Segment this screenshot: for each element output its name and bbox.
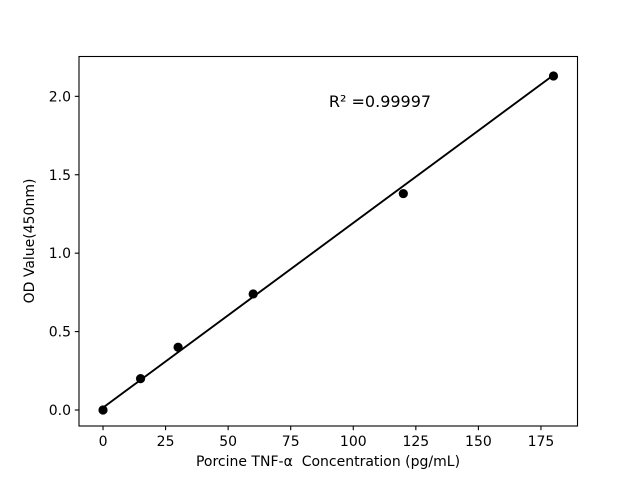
y-tick-label: 1.5 — [49, 168, 71, 184]
x-tick-label: 0 — [99, 434, 108, 450]
x-axis-label: Porcine TNF-α Concentration (pg/mL) — [196, 454, 460, 470]
x-tick-label: 25 — [157, 434, 175, 450]
x-tick-label: 50 — [219, 434, 237, 450]
plot-frame — [78, 55, 579, 427]
data-point — [248, 289, 258, 299]
data-point — [135, 374, 146, 384]
y-tick-label: 0.0 — [49, 403, 71, 419]
data-point — [98, 405, 108, 415]
r-squared-annotation: R² =0.99997 — [329, 92, 431, 111]
y-axis-label: OD Value(450nm) — [22, 179, 38, 304]
x-tick-label: 175 — [528, 434, 555, 450]
data-point — [173, 342, 183, 352]
regression-line — [102, 74, 555, 409]
x-tick-label: 150 — [465, 434, 492, 450]
data-point — [398, 188, 408, 199]
x-tick-label: 125 — [402, 434, 429, 450]
y-tick-label: 2.0 — [49, 89, 71, 105]
plot-area: 0 25 50 75 100 125 150 175 0.0 0.5 1.0 1.5 2.0 — [49, 55, 579, 450]
x-tick-label: 75 — [282, 434, 300, 450]
y-tick-label: 0.5 — [49, 325, 71, 341]
data-point — [548, 71, 559, 81]
x-tick-label: 100 — [340, 434, 367, 450]
y-tick-label: 1.0 — [49, 246, 71, 262]
